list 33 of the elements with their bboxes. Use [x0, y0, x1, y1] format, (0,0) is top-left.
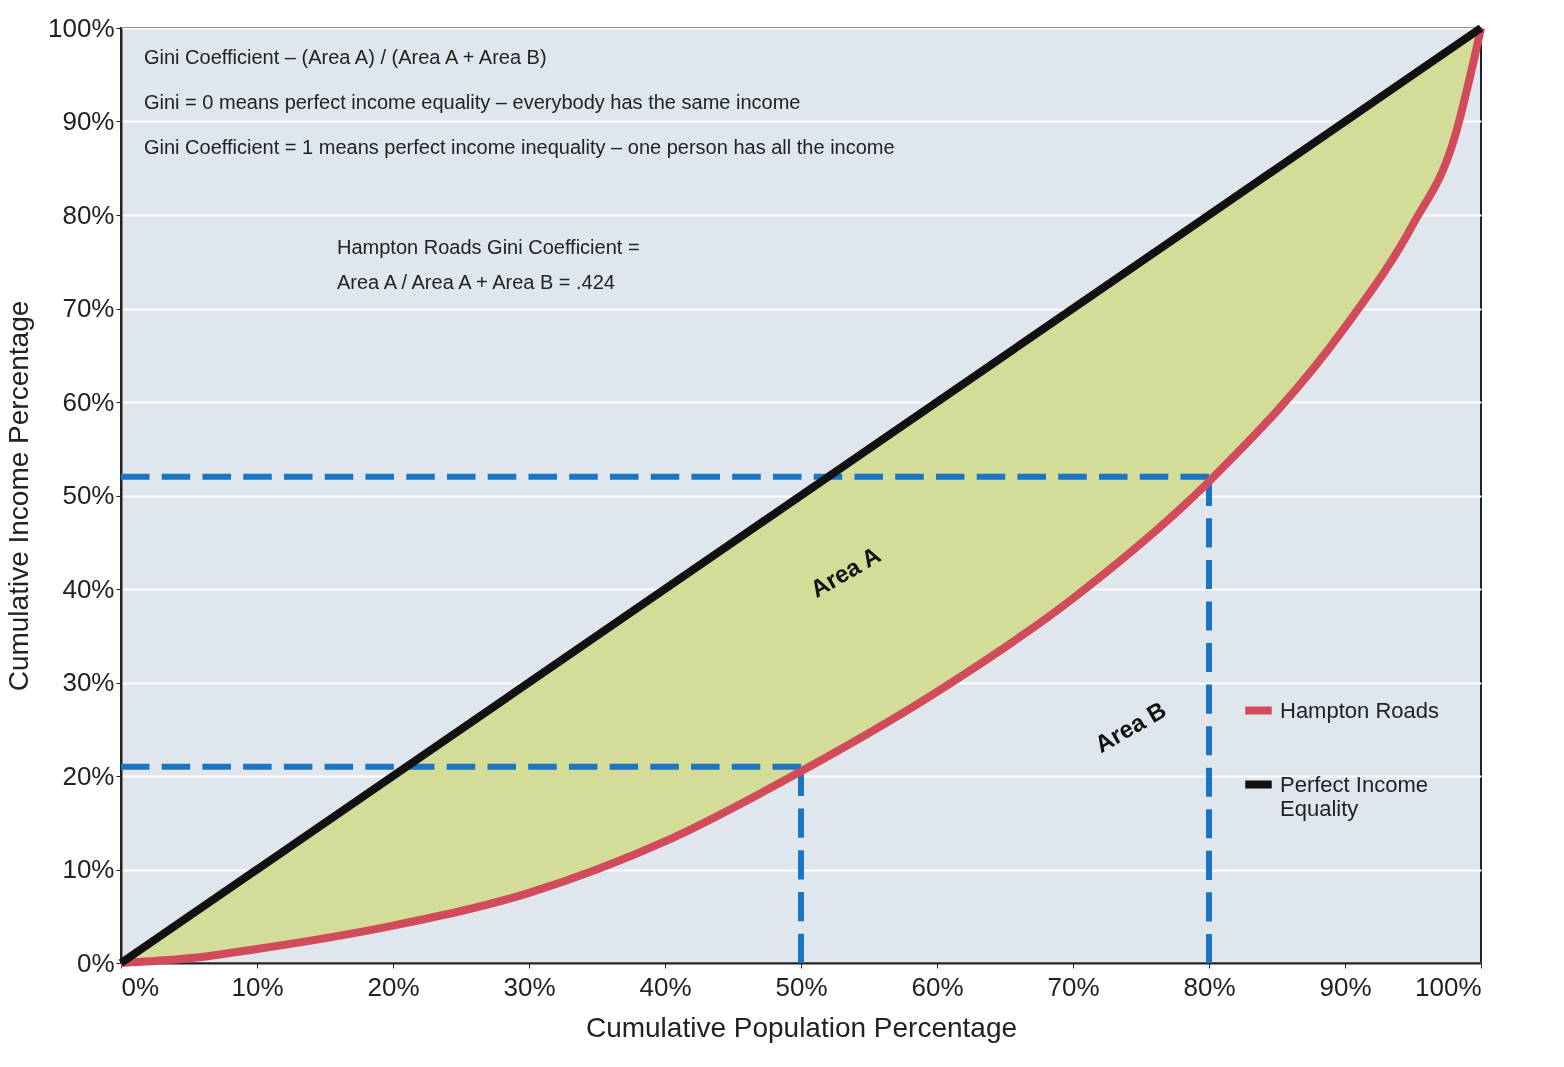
annotation: Gini Coefficient – (Area A) / (Area A + Area B): [144, 46, 547, 68]
y-tick-label: 20%: [62, 760, 115, 791]
x-tick-label: 10%: [231, 971, 284, 1002]
annotation: Gini Coefficient = 1 means perfect income inequality – one person has all the income: [144, 136, 895, 158]
y-axis-title: Cumulative Income Percentage: [3, 300, 34, 692]
x-tick-label: 50%: [775, 971, 828, 1002]
annotation: Area B: [1090, 695, 1171, 758]
x-tick-label: 80%: [1183, 971, 1236, 1002]
y-tick-label: 100%: [48, 12, 115, 43]
y-tick-label: 30%: [62, 667, 115, 697]
y-tick-label: 70%: [62, 293, 115, 323]
y-tick-label: 90%: [62, 106, 115, 136]
annotation: Area A / Area A + Area B = .424: [337, 271, 615, 293]
legend-label: Perfect Income Equality: [1280, 771, 1428, 821]
x-tick-label: 90%: [1319, 971, 1372, 1002]
annotation: Hampton Roads Gini Coefficient =: [337, 236, 640, 258]
y-tick-label: 10%: [62, 854, 115, 884]
x-tick-label: 20%: [367, 971, 420, 1002]
y-tick-label: 40%: [62, 573, 115, 604]
y-tick-label: 80%: [62, 199, 115, 230]
annotation: Gini = 0 means perfect income equality – everybody has the same income: [144, 91, 801, 113]
x-tick-label: 60%: [911, 971, 964, 1002]
x-tick-label: 30%: [503, 971, 556, 1002]
x-tick-label: 40%: [639, 971, 692, 1002]
x-tick-label: 0%: [121, 971, 160, 1002]
legend-label: Hampton Roads: [1280, 697, 1439, 723]
y-tick-label: 50%: [62, 480, 115, 510]
annotation: Area A: [805, 540, 886, 603]
y-tick-label: 60%: [62, 386, 115, 417]
y-tick-label: 0%: [76, 947, 115, 978]
x-axis-title: Cumulative Population Percentage: [585, 1011, 1018, 1043]
x-tick-label: 100%: [1415, 971, 1482, 1002]
x-tick-label: 70%: [1047, 971, 1100, 1002]
